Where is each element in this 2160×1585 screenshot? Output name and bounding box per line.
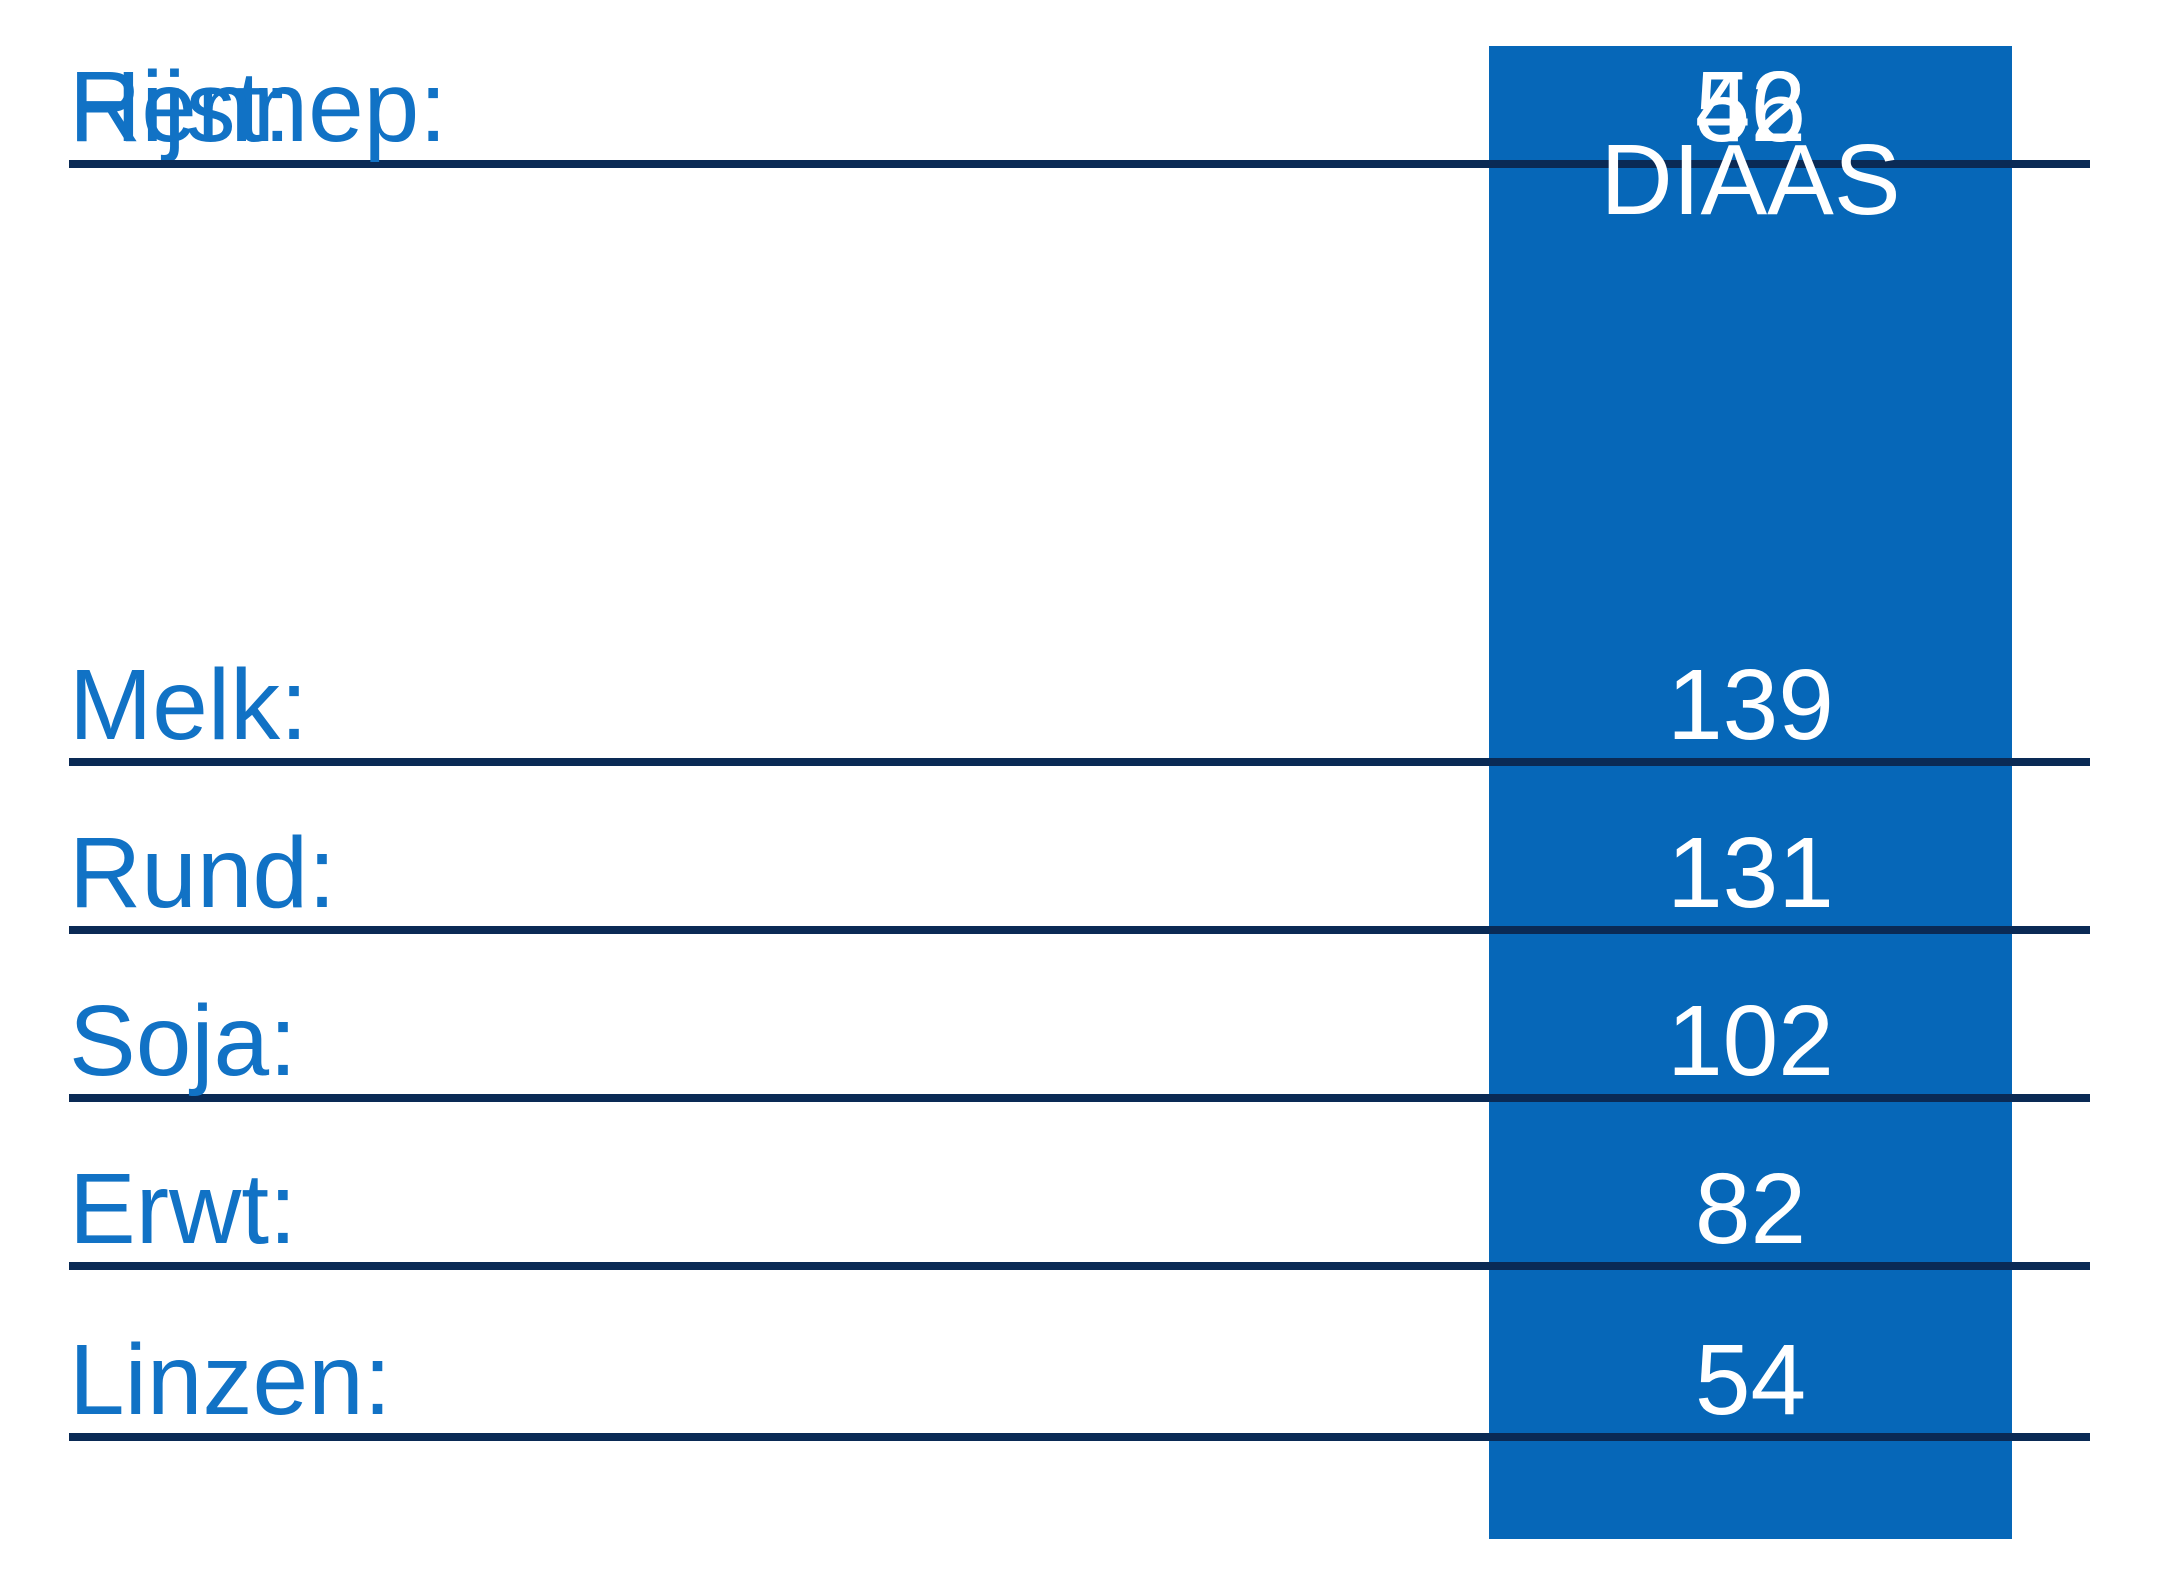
row-value: 46 <box>1694 51 1807 163</box>
row-label: Rijst: <box>69 51 292 163</box>
row-value: 52 <box>1694 51 1807 163</box>
row-label: Soja: <box>69 985 297 1097</box>
row-value: 54 <box>1694 1324 1807 1436</box>
row-label: Hennep: <box>69 51 448 163</box>
table-row: Linzen: 54 <box>69 1273 2090 1441</box>
table-row: Rund: 131 <box>69 766 2090 934</box>
row-value: 139 <box>1667 649 1834 761</box>
diaas-column-background <box>1489 46 2012 1539</box>
table-row: Melk: 139 <box>69 598 2090 766</box>
diaas-column-header: DIAAS <box>1600 124 1901 236</box>
row-value: 82 <box>1694 1153 1807 1265</box>
row-label: Erwt: <box>69 1153 297 1265</box>
row-value: 102 <box>1667 985 1834 1097</box>
row-label: Rund: <box>69 817 336 929</box>
row-label: Melk: <box>69 649 308 761</box>
row-label: Linzen: <box>69 1324 392 1436</box>
table-row: Hennep: 46 <box>69 0 2090 168</box>
row-value: 131 <box>1667 817 1834 929</box>
table-row: Soja: 102 <box>69 934 2090 1102</box>
table-row: Erwt: 82 <box>69 1102 2090 1270</box>
